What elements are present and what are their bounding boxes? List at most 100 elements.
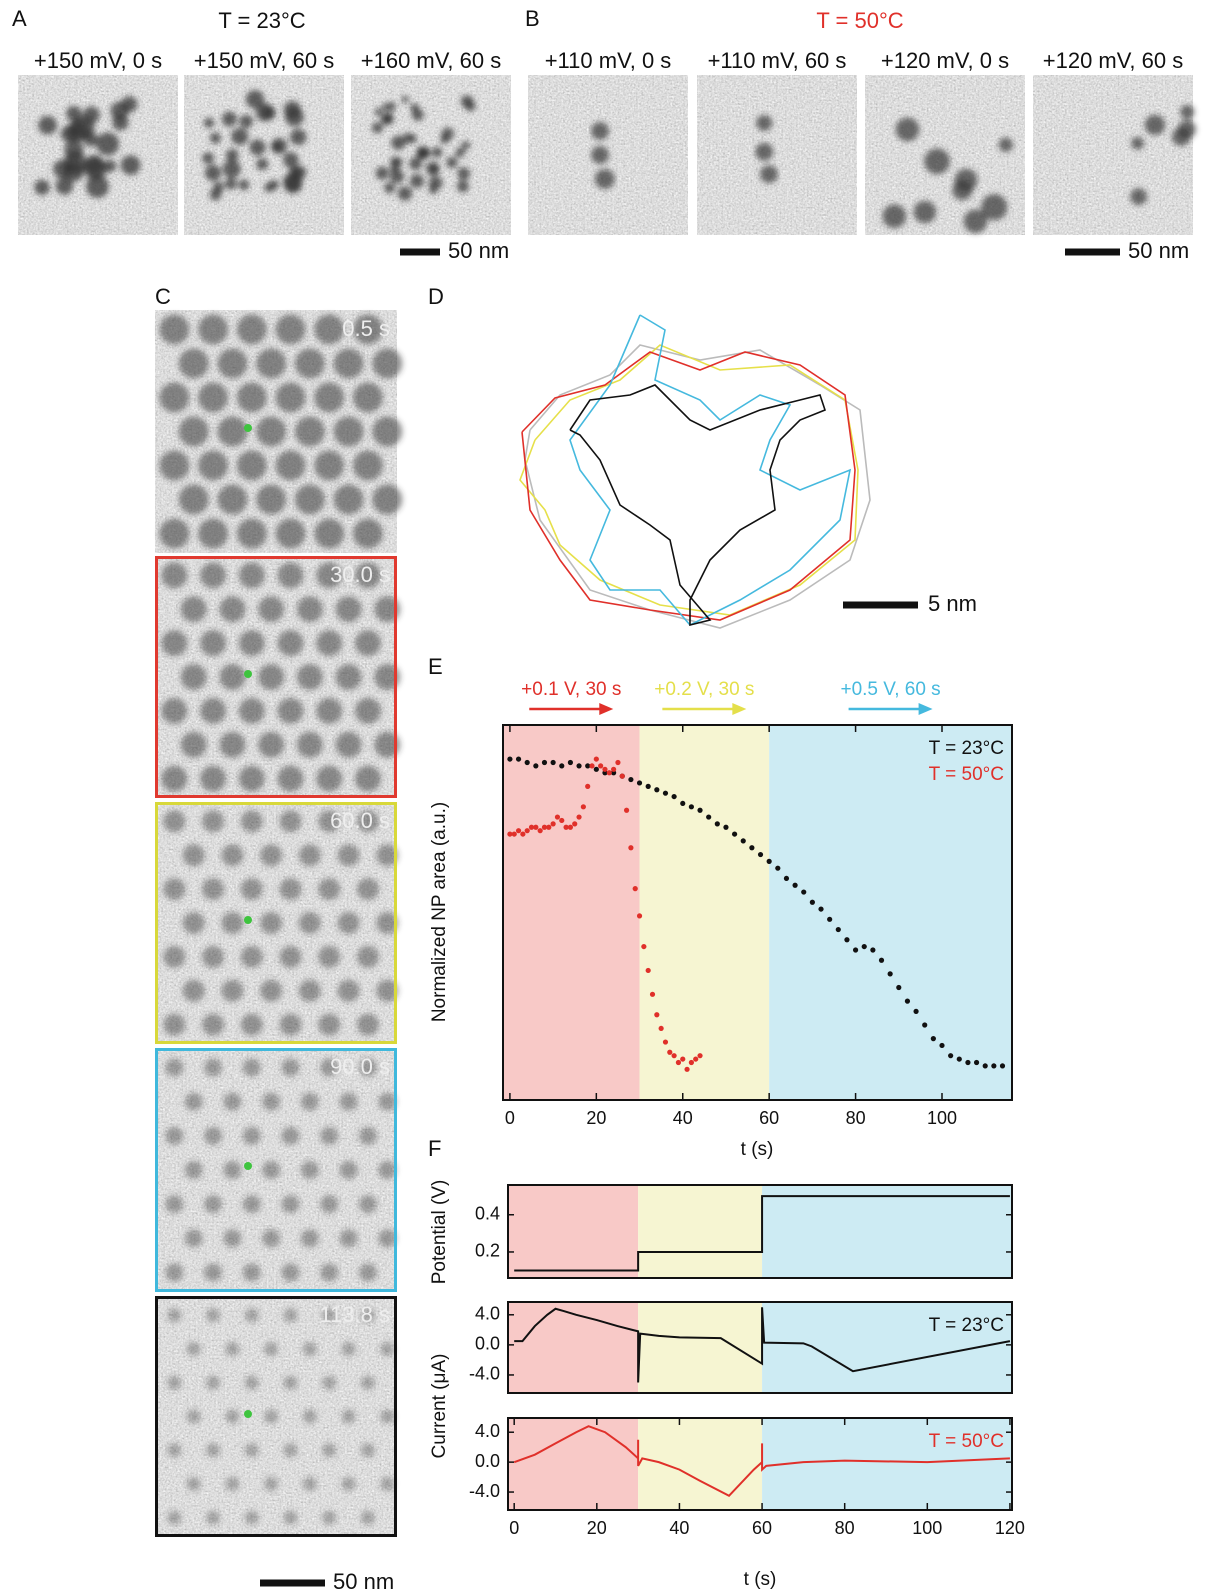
y-tick-label: 0.4: [475, 1204, 500, 1224]
particle: [322, 1375, 337, 1390]
data-point: [662, 1039, 669, 1045]
x-tick-label: 20: [587, 1518, 607, 1538]
micrograph-background: [697, 75, 857, 235]
x-axis-label: t (s): [741, 1139, 774, 1160]
data-point: [576, 814, 582, 820]
particle: [389, 169, 405, 184]
data-point: [922, 1022, 928, 1028]
particle: [221, 111, 237, 127]
data-point: [602, 766, 608, 772]
particle: [202, 878, 225, 901]
image-label: +110 mV, 60 s: [708, 48, 847, 73]
particle: [260, 979, 283, 1002]
particle: [204, 1195, 223, 1214]
time-label: 0.5 s: [342, 316, 390, 341]
particle: [425, 161, 440, 176]
particle: [213, 181, 225, 193]
particle: [184, 1161, 203, 1179]
particle: [281, 1058, 300, 1077]
particle: [391, 135, 406, 150]
particle: [360, 1510, 375, 1525]
particle: [296, 596, 323, 623]
particle: [455, 147, 466, 158]
particle: [283, 1308, 298, 1323]
data-point: [965, 1059, 971, 1066]
particle: [410, 103, 420, 113]
data-point: [628, 845, 634, 851]
particle: [431, 147, 443, 158]
particle: [242, 1126, 261, 1145]
particle: [200, 765, 227, 792]
data-point: [973, 1059, 980, 1066]
particle: [206, 1510, 221, 1525]
particle: [283, 152, 299, 168]
particle: [275, 314, 306, 345]
data-point: [580, 804, 586, 810]
data-point: [688, 804, 694, 810]
time-label: 30.0 s: [330, 562, 390, 587]
data-point: [636, 913, 643, 919]
particle: [236, 382, 267, 413]
particle: [225, 148, 239, 162]
data-point: [507, 756, 513, 762]
particle: [924, 148, 950, 175]
data-point: [537, 828, 543, 834]
particle: [223, 1092, 242, 1111]
particle: [242, 1263, 261, 1282]
particle: [163, 1013, 186, 1036]
particle: [198, 382, 229, 413]
particles: [161, 562, 401, 792]
arrow-head: [732, 703, 747, 715]
panel-label: E: [428, 654, 443, 679]
particle: [335, 596, 362, 623]
data-point: [749, 845, 755, 851]
particle: [184, 1229, 203, 1248]
particle: [281, 1126, 300, 1145]
particle: [300, 1161, 319, 1179]
particle: [318, 1013, 341, 1036]
particle: [358, 1263, 377, 1282]
x-tick-label: 0: [505, 1108, 515, 1128]
data-point: [706, 814, 712, 820]
data-point: [550, 759, 556, 766]
chart-e: Normalized NP area (a.u.) t (s): [429, 802, 773, 1160]
y-axis-label: Normalized NP area (a.u.): [429, 802, 450, 1022]
data-point: [723, 824, 729, 830]
particle: [238, 697, 265, 724]
particle: [225, 1342, 240, 1357]
particle: [358, 1058, 377, 1077]
particle: [83, 132, 99, 147]
micrograph: [865, 75, 1025, 235]
particle: [333, 484, 364, 515]
particles: [167, 1308, 395, 1525]
particle: [262, 1092, 281, 1111]
particle: [998, 137, 1013, 152]
data-point: [766, 858, 772, 864]
particle: [380, 1342, 395, 1357]
particle: [159, 450, 190, 481]
data-point: [658, 1025, 664, 1032]
image-label: +110 mV, 0 s: [545, 48, 672, 73]
legend-entry: T = 50°C: [929, 1431, 1004, 1452]
particle: [182, 979, 205, 1002]
x-tick-label: 0: [509, 1518, 519, 1538]
data-point: [688, 1059, 694, 1066]
data-point: [598, 763, 604, 769]
particle: [120, 155, 141, 175]
tracking-dot: [244, 424, 252, 432]
data-point: [524, 759, 530, 766]
data-point: [904, 998, 911, 1004]
particle: [756, 115, 773, 131]
particle: [335, 664, 362, 690]
particle: [161, 562, 188, 589]
data-point: [982, 1063, 988, 1069]
data-point: [589, 763, 595, 769]
particle: [203, 117, 215, 129]
panel-label: C: [155, 284, 171, 309]
tracking-dot: [244, 670, 252, 678]
particle: [209, 132, 221, 144]
data-point: [593, 766, 599, 772]
particle: [591, 122, 609, 140]
time-label: 60.0 s: [330, 808, 390, 833]
data-point: [511, 831, 517, 837]
